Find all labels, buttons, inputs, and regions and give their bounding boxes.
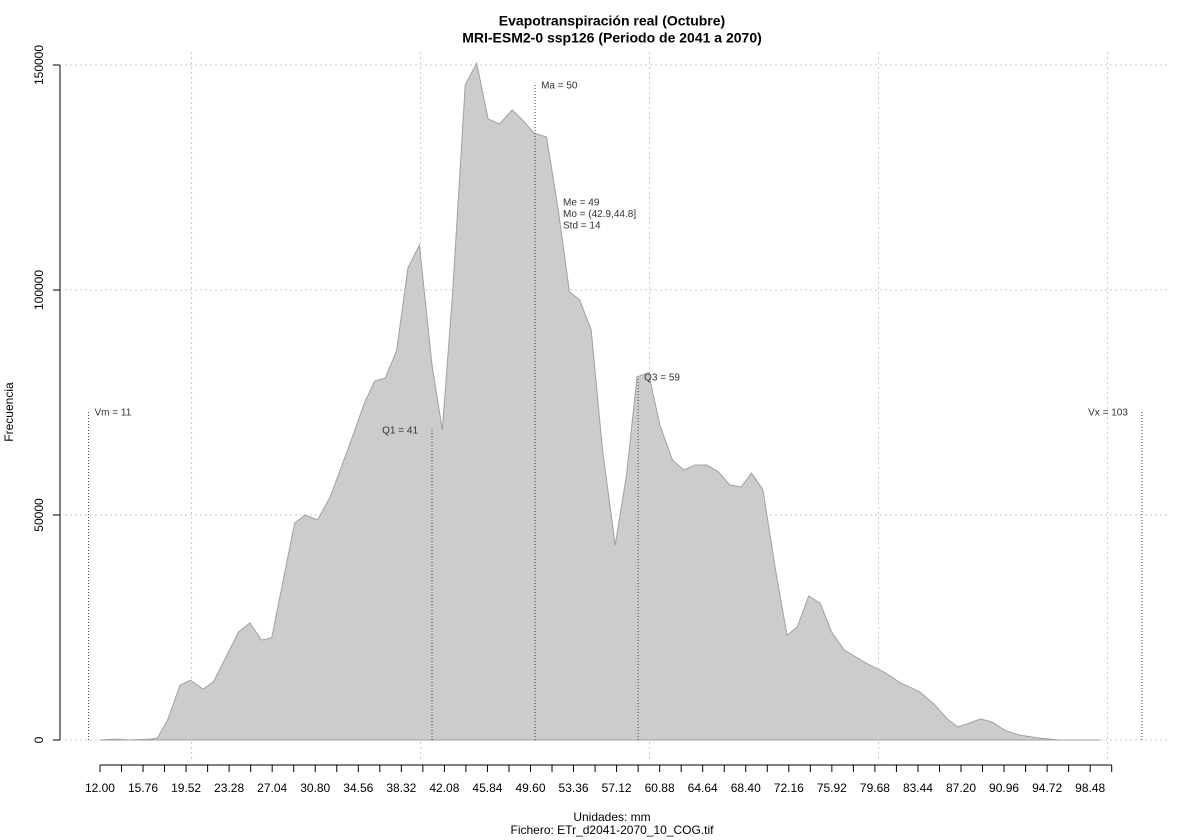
x-tick-label: 42.08 bbox=[429, 781, 459, 795]
stats-label: Std = 14 bbox=[563, 221, 601, 232]
x-tick-label: 49.60 bbox=[515, 781, 545, 795]
annotation-label: Q1 = 41 bbox=[382, 426, 418, 437]
chart-title: Evapotranspiración real (Octubre) bbox=[499, 13, 725, 29]
x-tick-label: 15.76 bbox=[128, 781, 158, 795]
x-tick-label: 34.56 bbox=[343, 781, 373, 795]
x-tick-label: 60.88 bbox=[645, 781, 675, 795]
annotation-label: Vm = 11 bbox=[95, 408, 132, 419]
x-tick-label: 83.44 bbox=[903, 781, 933, 795]
x-tick-label: 57.12 bbox=[602, 781, 632, 795]
x-tick-label: 23.28 bbox=[214, 781, 244, 795]
x-tick-label: 79.68 bbox=[860, 781, 890, 795]
x-tick-label: 87.20 bbox=[946, 781, 976, 795]
annotation-label: Ma = 50 bbox=[541, 80, 578, 91]
y-tick-label: 100000 bbox=[32, 270, 46, 310]
stats-label: Me = 49 bbox=[563, 198, 600, 209]
y-axis-label: Frecuencia bbox=[2, 382, 16, 442]
x-tick-label: 19.52 bbox=[171, 781, 201, 795]
x-axis-label: Unidades: mm bbox=[573, 810, 650, 824]
y-tick-label: 50000 bbox=[32, 498, 46, 532]
stats-label: Mo = (42.9,44.8] bbox=[563, 209, 636, 220]
annotation-label: Vx = 103 bbox=[1088, 408, 1128, 419]
x-tick-label: 45.84 bbox=[472, 781, 502, 795]
chart-subtitle: MRI-ESM2-0 ssp126 (Periodo de 2041 a 207… bbox=[462, 30, 762, 46]
x-tick-label: 64.64 bbox=[688, 781, 718, 795]
x-tick-label: 38.32 bbox=[386, 781, 416, 795]
x-tick-label: 12.00 bbox=[85, 781, 115, 795]
x-tick-label: 90.96 bbox=[989, 781, 1019, 795]
footer: Fichero: ETr_d2041-2070_10_COG.tif bbox=[511, 823, 715, 837]
y-tick-label: 150000 bbox=[32, 45, 46, 85]
x-tick-label: 98.48 bbox=[1075, 781, 1105, 795]
x-tick-label: 30.80 bbox=[300, 781, 330, 795]
y-tick-label: 0 bbox=[32, 736, 46, 743]
annotation-label: Q3 = 59 bbox=[644, 372, 680, 383]
x-tick-label: 27.04 bbox=[257, 781, 287, 795]
x-tick-label: 72.16 bbox=[774, 781, 804, 795]
area bbox=[99, 61, 1100, 741]
x-tick-label: 94.72 bbox=[1032, 781, 1062, 795]
x-tick-label: 53.36 bbox=[559, 781, 589, 795]
x-tick-label: 75.92 bbox=[817, 781, 847, 795]
x-tick-label: 68.40 bbox=[731, 781, 761, 795]
